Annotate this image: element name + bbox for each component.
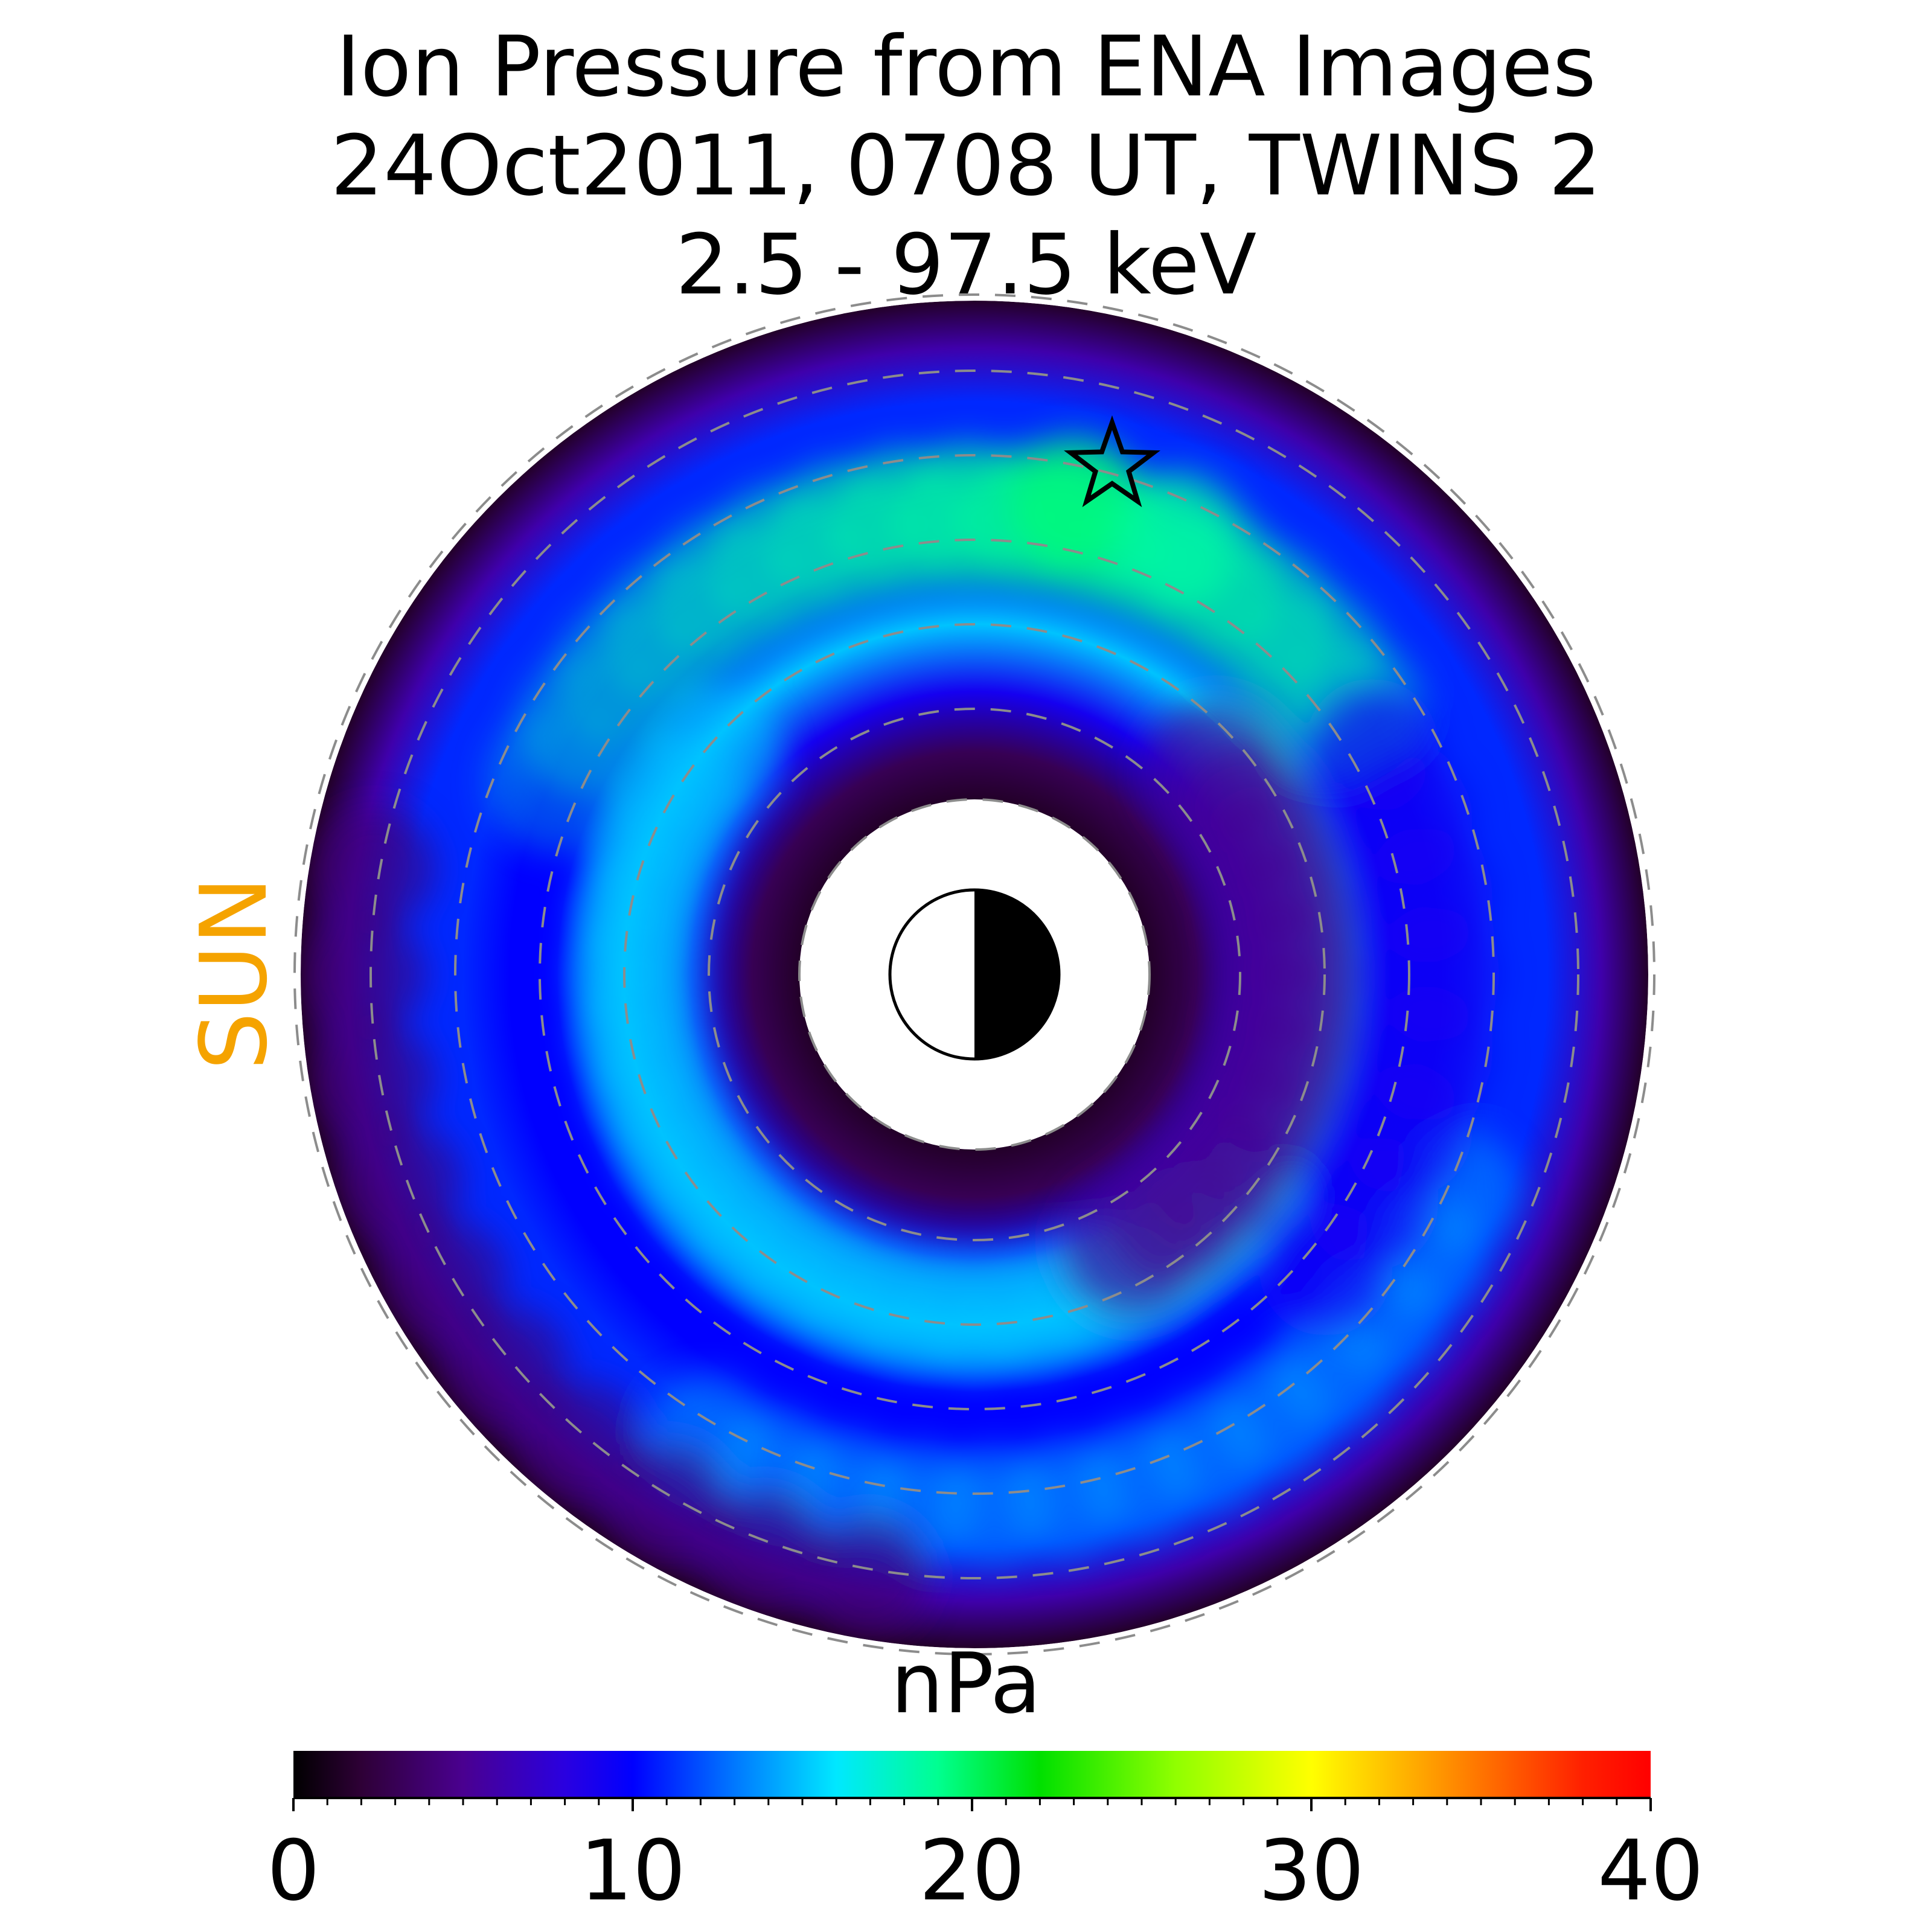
pressure-blob — [313, 1020, 435, 1141]
colorbar-tick-labels: 0 10 20 30 40 — [267, 1822, 1704, 1919]
pressure-blob — [609, 1442, 730, 1563]
colorbar-tick-label: 0 — [267, 1822, 320, 1919]
grid-circle — [623, 623, 1326, 1326]
pressure-blob — [486, 708, 632, 853]
grid-circles — [293, 293, 1655, 1655]
colorbar-ticks — [292, 1797, 1652, 1811]
colorbar-tick-label: 40 — [1598, 1822, 1704, 1919]
colorbar-tick-label: 30 — [1258, 1822, 1364, 1919]
grid-circle — [539, 539, 1410, 1410]
pressure-blob — [447, 1306, 568, 1427]
peak-pressure-star-icon — [1064, 415, 1160, 507]
pressure-enhancements — [304, 435, 1520, 1636]
pressure-blob — [808, 1514, 929, 1636]
pressure-blob — [313, 808, 435, 929]
earth-icon — [888, 888, 1061, 1061]
colorbar-tick-label: 10 — [580, 1822, 686, 1919]
pressure-blob — [1305, 679, 1439, 811]
chart-subtitle: 24Oct2011, 0708 UT, TWINS 2 — [330, 117, 1601, 214]
pressure-blob — [1008, 435, 1142, 569]
pressure-blob — [522, 1381, 643, 1502]
pressure-blob — [304, 914, 425, 1035]
colorbar: nPa 0 10 20 30 40 — [267, 1635, 1704, 1919]
pressure-blob — [705, 1487, 827, 1608]
pressure-blob — [1142, 700, 1288, 845]
grid-circle — [708, 708, 1241, 1241]
pressure-blob — [386, 1219, 507, 1340]
grid-circle — [293, 293, 1655, 1655]
grid-circle — [369, 369, 1579, 1579]
energy-range-label: 2.5 - 97.5 keV — [676, 216, 1256, 313]
sun-label: SUN — [181, 876, 287, 1070]
polar-pressure-map — [293, 293, 1655, 1655]
grid-circle — [454, 454, 1495, 1495]
earth-nightside — [974, 890, 1059, 1059]
colorbar-label: nPa — [891, 1635, 1041, 1732]
pressure-blob — [1112, 470, 1246, 603]
colorbar-gradient — [293, 1751, 1651, 1798]
pressure-blob — [341, 1122, 462, 1244]
grid-circle — [798, 798, 1151, 1151]
colorbar-tick-label: 20 — [919, 1822, 1025, 1919]
chart-title: Ion Pressure from ENA Images — [336, 18, 1596, 115]
